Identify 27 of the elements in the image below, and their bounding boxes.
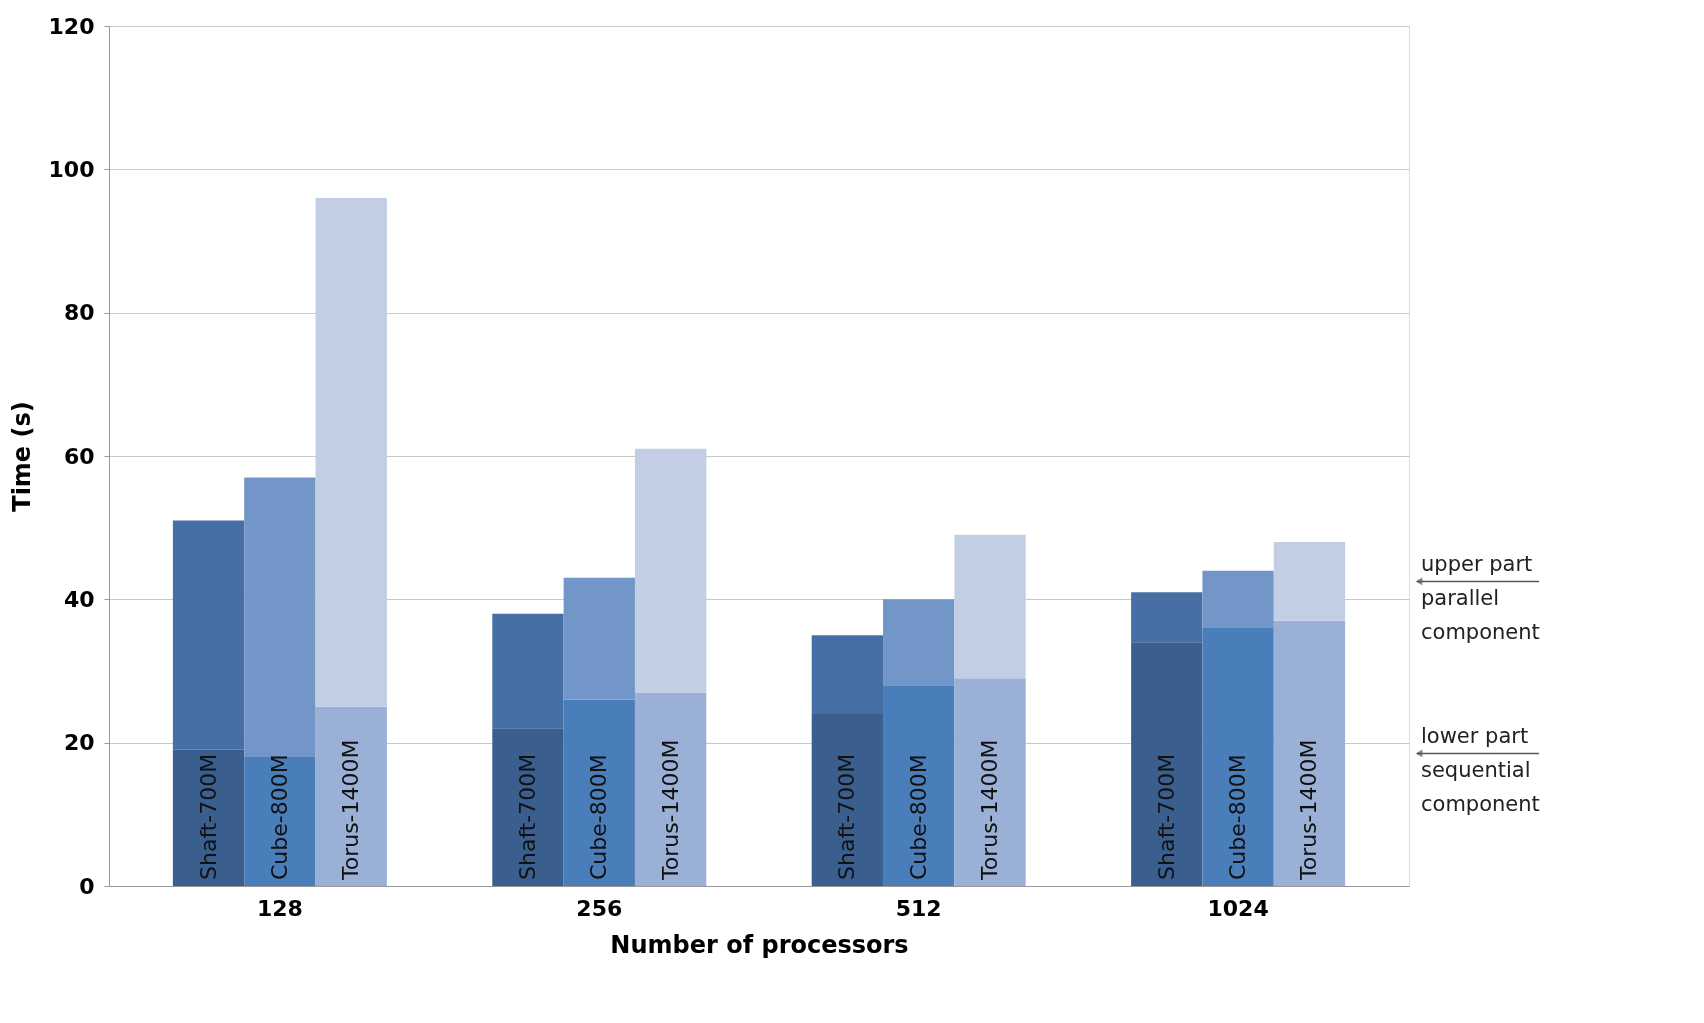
text: upper part parallel component [1421, 552, 1540, 645]
x-tick-label: Shaft-700M [834, 753, 860, 880]
x-tick-label: Shaft-700M [195, 753, 221, 880]
x-tick-label: Torus-1400M [338, 739, 364, 881]
y-tick-label: 40 [63, 586, 95, 612]
x-tick-label: Shaft-700M [514, 753, 540, 880]
text: 256 [576, 895, 623, 921]
text: 128 [256, 895, 303, 921]
x-tick-label: Torus-1400M [977, 739, 1003, 881]
x-tick-label: Torus-1400M [1296, 739, 1322, 881]
y-tick-label: 0 [79, 873, 95, 899]
y-tick-label: 80 [63, 300, 95, 326]
text: 1024 [1207, 895, 1269, 921]
x-tick-label: Cube-800M [266, 754, 292, 880]
y-axis-title: Time (s) [7, 401, 36, 512]
x-tick-label: Torus-1400M [657, 739, 683, 881]
y-tick-label: 20 [63, 730, 95, 756]
text: lower part sequential component [1421, 724, 1540, 817]
x-axis-title: Number of processors [610, 930, 909, 959]
x-tick-label: Cube-800M [905, 754, 931, 880]
y-tick-label: 100 [48, 156, 95, 182]
text: 512 [895, 895, 942, 921]
y-tick-label: 60 [63, 443, 95, 469]
x-tick-label: Cube-800M [586, 754, 612, 880]
x-tick-label: Shaft-700M [1153, 753, 1179, 880]
y-tick-label: 120 [48, 13, 95, 39]
x-tick-label: Cube-800M [1225, 754, 1251, 880]
